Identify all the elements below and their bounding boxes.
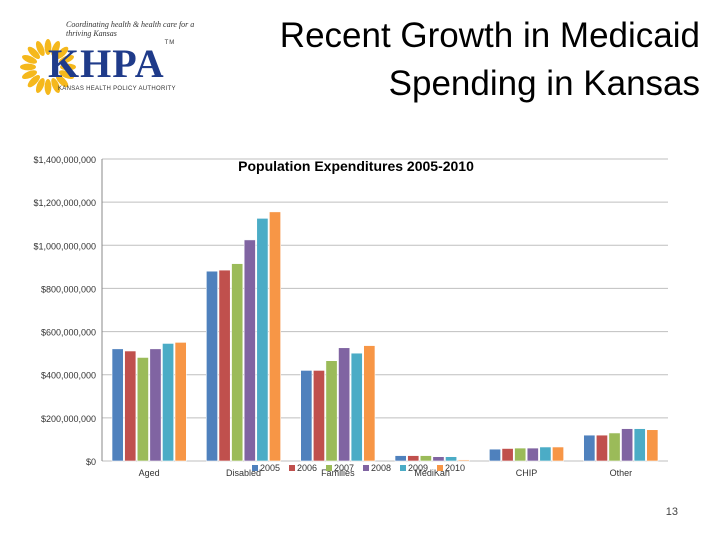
sun-ray <box>55 74 69 88</box>
bar <box>621 428 634 462</box>
sun-ray <box>27 74 41 88</box>
sun-ray <box>58 54 74 64</box>
sun-ray <box>51 41 61 57</box>
bar <box>552 446 564 462</box>
y-tick-label: $600,000,000 <box>41 328 96 338</box>
bar <box>595 434 608 462</box>
bar <box>162 343 175 462</box>
logo-subtitle: KANSAS HEALTH POLICY AUTHORITY <box>58 86 176 92</box>
y-tick-label: $0 <box>86 457 96 467</box>
bar <box>646 429 659 462</box>
legend-label: 2009 <box>408 463 428 473</box>
sun-ray <box>22 70 38 80</box>
sun-ray <box>22 54 38 64</box>
bar <box>432 456 445 462</box>
bar <box>206 270 218 462</box>
bar <box>111 348 124 462</box>
sun-ray <box>60 63 76 71</box>
y-tick-label: $800,000,000 <box>41 284 96 294</box>
legend-swatch <box>326 465 332 471</box>
bar <box>633 428 646 462</box>
bar <box>363 345 376 462</box>
bar <box>514 447 527 462</box>
y-tick-label: $400,000,000 <box>41 371 96 381</box>
bar <box>489 448 501 462</box>
x-category-label: MediKan <box>414 468 450 478</box>
bar <box>300 370 313 462</box>
bar <box>394 455 407 462</box>
legend-swatch <box>363 465 369 471</box>
trademark-mark: TM <box>164 40 176 46</box>
x-category-label: Other <box>610 468 633 478</box>
legend-label: 2006 <box>297 463 317 473</box>
logo-wordmark: KHPATM <box>48 40 176 86</box>
sun-icon <box>20 39 76 95</box>
sun-ray <box>35 41 45 57</box>
bar <box>269 211 281 462</box>
khpa-logo: Coordinating health & health care for a … <box>18 14 208 100</box>
expenditure-chart: $0 $200,000,000 $400,000,000 $600,000,000 $8… <box>33 155 668 478</box>
legend-label: 2005 <box>260 463 280 473</box>
sun-ray <box>44 39 52 55</box>
sun-ray <box>51 77 61 93</box>
bar <box>312 370 325 462</box>
bar <box>325 360 338 462</box>
sun-ray <box>27 46 41 60</box>
legend-swatch <box>252 465 258 471</box>
y-tick-label: $1,200,000,000 <box>33 198 96 208</box>
bar <box>583 434 596 462</box>
bar <box>407 455 420 462</box>
x-category-label: CHIP <box>516 468 538 478</box>
legend-swatch <box>400 465 406 471</box>
legend-label: 2010 <box>445 463 465 473</box>
y-tick-label: $1,400,000,000 <box>33 155 96 165</box>
bar <box>174 342 187 462</box>
slide-title-line-2: Spending in Kansas <box>388 64 700 103</box>
slide-title: Recent Growth in Medicaid Spending in Ka… <box>280 12 700 108</box>
sun-ray <box>35 77 45 93</box>
bar <box>243 239 256 462</box>
bar <box>350 352 363 462</box>
bar <box>124 350 137 462</box>
bar <box>457 459 470 462</box>
legend-swatch <box>289 465 295 471</box>
x-category-label: Aged <box>139 468 160 478</box>
bar <box>501 448 514 462</box>
bar <box>338 347 351 462</box>
sun-ray <box>58 70 74 80</box>
y-tick-label: $1,000,000,000 <box>33 241 96 251</box>
bar <box>218 269 231 462</box>
bar <box>231 263 244 462</box>
slide-title-line-1: Recent Growth in Medicaid <box>279 16 700 55</box>
bar <box>136 357 149 462</box>
bar <box>608 432 621 462</box>
sun-ray <box>55 46 69 60</box>
legend-label: 2008 <box>371 463 391 473</box>
bar <box>539 446 552 462</box>
bar <box>445 456 458 462</box>
x-category-label: Disabled <box>226 468 261 478</box>
bar <box>256 218 269 462</box>
y-tick-label: $200,000,000 <box>41 414 96 424</box>
x-category-label: Families <box>321 468 355 478</box>
bar <box>526 447 539 462</box>
sun-ray <box>20 63 36 71</box>
bar <box>419 455 432 462</box>
logo-tagline: Coordinating health & health care for a … <box>66 20 195 38</box>
legend-swatch <box>437 465 443 471</box>
legend-label: 2007 <box>334 463 354 473</box>
chart-title: Population Expenditures 2005-2010 <box>238 158 474 174</box>
page-number: 13 <box>665 506 678 518</box>
sun-ray <box>44 79 52 95</box>
bar <box>149 348 162 462</box>
